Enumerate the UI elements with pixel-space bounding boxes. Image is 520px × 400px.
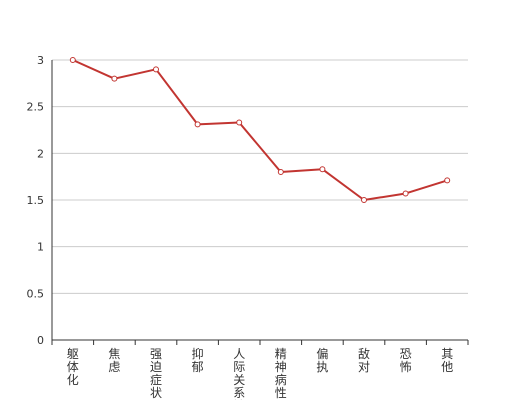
x-category-label: 抑郁 <box>192 346 204 374</box>
x-category-label: 躯体化 <box>67 346 79 387</box>
x-category-label: 焦虑 <box>108 347 120 374</box>
series-layer <box>69 57 451 203</box>
y-axis: 0 0.5 1 1.5 2 2.5 3 <box>27 54 53 347</box>
x-category-label: 人际关系敏 <box>233 347 245 400</box>
series-line <box>72 59 448 201</box>
y-tick-label: 1 <box>37 241 44 254</box>
data-point[interactable] <box>277 169 284 175</box>
data-point[interactable] <box>69 57 76 63</box>
x-category-label: 恐怖 <box>400 347 412 374</box>
x-category-label: 强迫症状 <box>150 347 162 400</box>
x-category-label: 精神病性 <box>275 347 287 400</box>
data-point[interactable] <box>444 177 451 184</box>
x-category-label: 敌对 <box>358 346 370 374</box>
x-category-label: 偏执 <box>316 346 328 374</box>
x-axis: 躯体化 焦虑 强迫症状 抑郁 人际关系敏 精神病性 偏执 敌对 恐怖 其他 <box>51 339 469 400</box>
data-point[interactable] <box>361 197 367 203</box>
y-tick-label: 2.5 <box>27 101 45 114</box>
data-point[interactable] <box>111 75 118 82</box>
y-tick-label: 3 <box>37 54 44 67</box>
grid-lines <box>52 59 468 294</box>
data-point[interactable] <box>236 119 243 126</box>
y-tick-label: 0.5 <box>27 287 45 300</box>
data-point[interactable] <box>153 66 159 73</box>
y-tick-label: 0 <box>37 334 44 347</box>
y-tick-label: 1.5 <box>27 194 45 207</box>
data-point[interactable] <box>194 121 201 128</box>
y-tick-label: 2 <box>37 147 44 160</box>
data-point[interactable] <box>319 166 326 173</box>
x-category-label: 其他 <box>441 347 453 374</box>
data-point[interactable] <box>402 190 409 197</box>
